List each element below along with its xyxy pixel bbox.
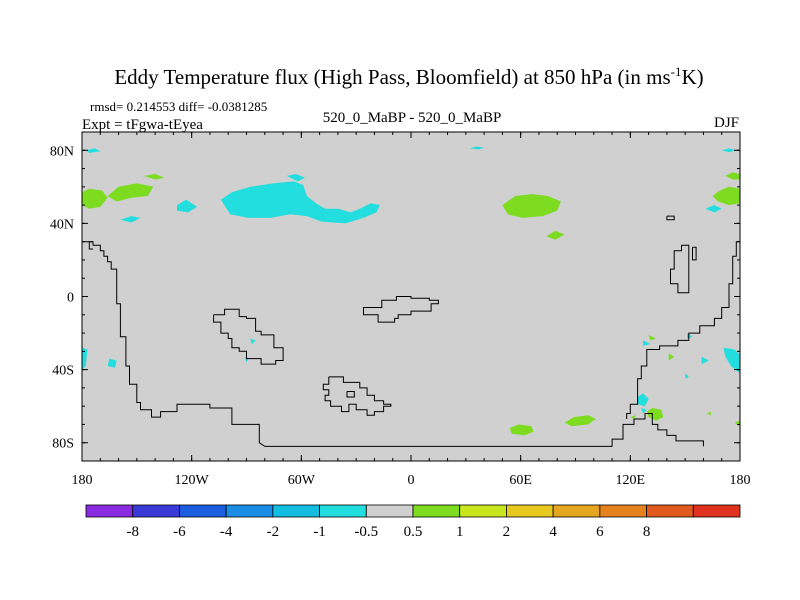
coastline-east-1 bbox=[626, 241, 740, 419]
colorbar-swatch bbox=[412, 504, 461, 518]
colorbar-swatch bbox=[459, 504, 507, 518]
cyan-patch-au2 bbox=[701, 356, 709, 365]
x-tick-label: 0 bbox=[408, 473, 415, 488]
green-patch-pacific-e2 bbox=[725, 172, 740, 180]
cyan-patch-na-1 bbox=[120, 216, 141, 223]
colorbar-swatch bbox=[272, 504, 320, 518]
cyan-patch-se2 bbox=[685, 373, 689, 379]
season-label: DJF bbox=[714, 115, 739, 131]
colorbar-label: -4 bbox=[220, 524, 233, 540]
coastlines bbox=[82, 215, 740, 447]
colorbar-label: -8 bbox=[126, 524, 139, 540]
green-patch-so6 bbox=[630, 415, 636, 419]
cyan-patch-so1 bbox=[637, 393, 649, 407]
y-tick-label: 40S bbox=[52, 364, 74, 379]
cyan-patch-so2 bbox=[641, 408, 647, 414]
colorbar-swatch bbox=[506, 504, 554, 518]
colorbar-swatch bbox=[599, 504, 647, 518]
green-patch-pacific-w2 bbox=[107, 183, 154, 202]
colorbar-label: 2 bbox=[503, 524, 511, 540]
coastline-west bbox=[82, 241, 704, 447]
colorbar-swatch bbox=[179, 504, 227, 518]
colorbar-label: -0.5 bbox=[354, 524, 378, 540]
center-label: 520_0_MaBP - 520_0_MaBP bbox=[323, 110, 502, 126]
cyan-patch-south-w bbox=[82, 347, 88, 370]
colorbar-label: 0.5 bbox=[404, 524, 423, 540]
cyan-patch-se bbox=[723, 347, 740, 374]
cyan-patch-arctic-e1 bbox=[469, 146, 485, 150]
colorbar-label: 4 bbox=[549, 524, 557, 540]
colorbar-swatch bbox=[365, 504, 414, 518]
green-patch-au bbox=[648, 334, 656, 341]
green-patch-pacific-w bbox=[82, 188, 108, 209]
chart-title: Eddy Temperature flux (High Pass, Bloomf… bbox=[114, 64, 703, 89]
coastline-east-4 bbox=[692, 246, 697, 261]
colorbar-swatch bbox=[552, 504, 601, 518]
cyan-patch-south-pac bbox=[250, 338, 256, 344]
island-3 bbox=[322, 376, 392, 416]
island-1 bbox=[213, 308, 284, 365]
colorbar-label: -6 bbox=[173, 524, 186, 540]
colorbar-label: 6 bbox=[596, 524, 604, 540]
stats-label: rmsd= 0.214553 diff= -0.0381285 bbox=[90, 99, 267, 114]
colorbar-swatch bbox=[692, 504, 741, 518]
y-tick-label: 40N bbox=[50, 217, 74, 232]
colorbar-label: 8 bbox=[643, 524, 651, 540]
colorbar: -8 -6 -4 -2 -1 -0.5 0.5 1 2 4 6 8 bbox=[85, 504, 741, 540]
green-patch-so7 bbox=[707, 411, 711, 416]
y-tick-label: 0 bbox=[67, 291, 74, 306]
x-tick-label: 180 bbox=[72, 473, 93, 488]
cyan-patch-na-3 bbox=[220, 181, 380, 224]
coastline-east-2 bbox=[670, 244, 690, 294]
green-patch-pacific-e bbox=[712, 186, 740, 206]
colorbar-swatch bbox=[225, 504, 274, 518]
colorbar-swatch bbox=[132, 504, 180, 518]
x-tick-label: 120W bbox=[175, 473, 210, 488]
x-axis: 180 120W 60W 0 60E 120E 180 bbox=[72, 132, 751, 488]
green-patch-pacific-w3 bbox=[144, 174, 165, 180]
colorbar-swatch bbox=[646, 504, 694, 518]
y-tick-label: 80N bbox=[50, 144, 74, 159]
cyan-patch-south-w2 bbox=[107, 358, 117, 368]
island-4 bbox=[346, 391, 355, 398]
colorbar-label: 1 bbox=[456, 524, 464, 540]
green-patch-so3 bbox=[646, 408, 664, 421]
coastline-west-2 bbox=[88, 241, 93, 250]
green-patch-so5 bbox=[564, 415, 596, 427]
coastline-east-3 bbox=[666, 215, 675, 221]
cyan-patch-na-4 bbox=[286, 174, 305, 182]
y-axis: 80N 40N 0 40S 80S bbox=[50, 144, 740, 452]
y-tick-label: 80S bbox=[52, 437, 74, 452]
x-tick-label: 180 bbox=[730, 473, 751, 488]
anomaly-patches bbox=[82, 146, 740, 436]
green-patch-asia-2 bbox=[546, 230, 565, 240]
green-patch-asia bbox=[502, 194, 561, 218]
island-2 bbox=[363, 296, 439, 323]
cyan-patch-au bbox=[643, 340, 651, 346]
cyan-patch-pacific-e bbox=[705, 205, 722, 213]
colorbar-label: -2 bbox=[267, 524, 280, 540]
x-tick-label: 60E bbox=[509, 473, 532, 488]
cyan-patch-arctic-e2 bbox=[721, 148, 737, 153]
colorbar-swatch bbox=[85, 504, 134, 518]
cyan-patch-arctic-w1 bbox=[85, 148, 101, 153]
colorbar-swatch bbox=[319, 504, 367, 518]
experiment-label: Expt = tFgwa-tEyea bbox=[82, 117, 203, 133]
colorbar-label: -1 bbox=[313, 524, 326, 540]
cyan-patch-na-2 bbox=[177, 199, 198, 213]
x-tick-label: 60W bbox=[288, 473, 316, 488]
green-patch-au2 bbox=[668, 353, 675, 361]
x-tick-label: 120E bbox=[616, 473, 646, 488]
green-patch-so4 bbox=[509, 424, 534, 436]
